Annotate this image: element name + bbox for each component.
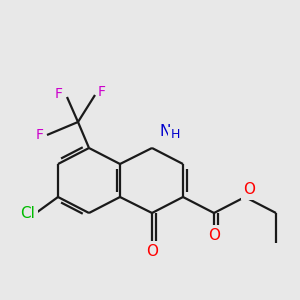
Text: F: F [36,128,44,142]
Text: N: N [159,124,171,140]
Text: H: H [170,128,180,142]
Text: Cl: Cl [21,206,35,220]
Text: O: O [146,244,158,259]
Text: O: O [208,227,220,242]
Text: F: F [55,87,63,101]
Text: F: F [98,85,106,99]
Text: O: O [243,182,255,197]
